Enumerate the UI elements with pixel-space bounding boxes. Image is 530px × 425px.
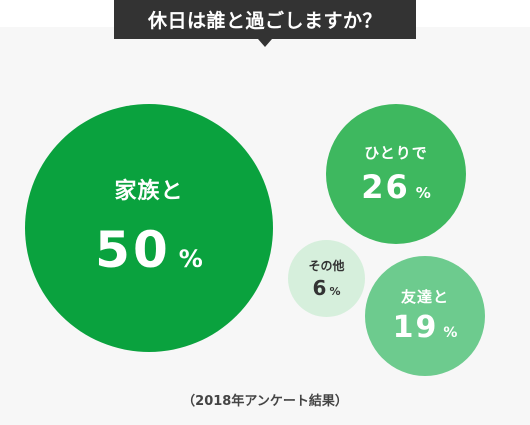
bubble-friends: 友達と 19 % <box>365 256 485 376</box>
bubble-friends-value: 19 % <box>392 309 458 345</box>
bubble-family-label: 家族と <box>114 179 184 204</box>
chart-title: 休日は誰と過ごしますか？ <box>114 0 416 39</box>
bubble-friends-label: 友達と <box>400 287 449 306</box>
bubble-alone: ひとりで 26 % <box>326 104 466 244</box>
bubble-alone-value: 26 % <box>361 171 431 203</box>
survey-footnote: （2018年アンケート結果） <box>182 394 348 409</box>
title-pointer <box>258 39 272 47</box>
bubble-alone-label: ひとりで <box>364 143 428 162</box>
bubble-family-value: 50 % <box>95 225 203 275</box>
bubble-other-label: その他 <box>308 258 345 273</box>
bubble-friends-number: 19 <box>392 309 439 345</box>
bubble-family-unit: % <box>178 245 203 273</box>
bubble-family-number: 50 <box>95 221 171 279</box>
bubble-alone-unit: % <box>415 183 431 202</box>
bubble-family: 家族と 50 % <box>25 104 273 352</box>
bubble-alone-number: 26 <box>361 167 410 206</box>
bubble-friends-unit: % <box>443 324 458 341</box>
bubble-other: その他 6 % <box>288 240 365 317</box>
bubble-other-unit: % <box>329 284 341 298</box>
bubble-other-number: 6 <box>312 275 327 300</box>
bubble-other-value: 6 % <box>313 278 341 298</box>
